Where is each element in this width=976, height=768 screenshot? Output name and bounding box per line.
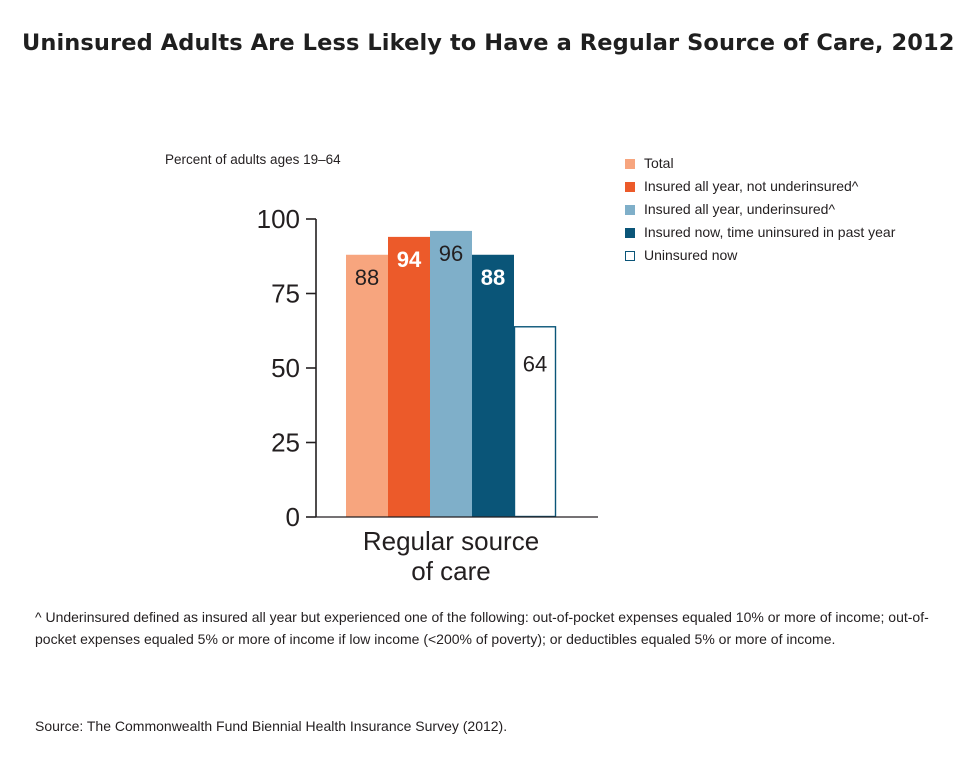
y-tick-label-75: 75 xyxy=(271,279,300,309)
legend-item-3: Insured all year, underinsured^ xyxy=(625,198,895,221)
legend-label-4: Insured now, time uninsured in past year xyxy=(644,224,896,240)
y-tick-label-0: 0 xyxy=(286,502,300,532)
data-label-1: 88 xyxy=(355,265,379,290)
legend-swatch-2 xyxy=(625,181,635,192)
bar-3 xyxy=(430,230,472,518)
y-axis-label: Percent of adults ages 19–64 xyxy=(165,152,341,167)
data-label-2: 94 xyxy=(397,247,422,272)
chart-title: Uninsured Adults Are Less Likely to Have… xyxy=(22,30,955,56)
bar-5 xyxy=(513,326,557,518)
legend-swatch-3 xyxy=(625,204,635,215)
legend-swatch-1 xyxy=(625,158,635,169)
legend-swatch-4 xyxy=(625,227,635,238)
legend-label-5: Uninsured now xyxy=(644,247,738,263)
y-tick-label-50: 50 xyxy=(271,353,300,383)
source-note: Source: The Commonwealth Fund Biennial H… xyxy=(35,718,508,734)
data-label-5: 64 xyxy=(523,351,547,376)
legend-label-2: Insured all year, not underinsured^ xyxy=(644,178,859,194)
legend-label-3: Insured all year, underinsured^ xyxy=(644,201,836,217)
category-label-line-1: Regular source xyxy=(363,526,539,556)
chart-legend: Total Insured all year, not underinsured^… xyxy=(625,152,895,267)
data-label-4: 88 xyxy=(481,265,505,290)
legend-item-1: Total xyxy=(625,152,895,175)
legend-swatch-5 xyxy=(625,250,635,261)
data-label-3: 96 xyxy=(439,241,463,266)
category-label-line-2: of care xyxy=(411,556,491,586)
footnote: ^ Underinsured defined as insured all ye… xyxy=(35,609,929,647)
bar-4 xyxy=(472,254,514,517)
y-tick-label-100: 100 xyxy=(257,204,300,234)
y-tick-label-25: 25 xyxy=(271,428,300,458)
bar-2 xyxy=(388,236,430,517)
legend-item-5: Uninsured now xyxy=(625,244,895,267)
legend-label-1: Total xyxy=(644,155,674,171)
bar-1 xyxy=(346,254,388,517)
legend-item-2: Insured all year, not underinsured^ xyxy=(625,175,895,198)
legend-item-4: Insured now, time uninsured in past year xyxy=(625,221,895,244)
